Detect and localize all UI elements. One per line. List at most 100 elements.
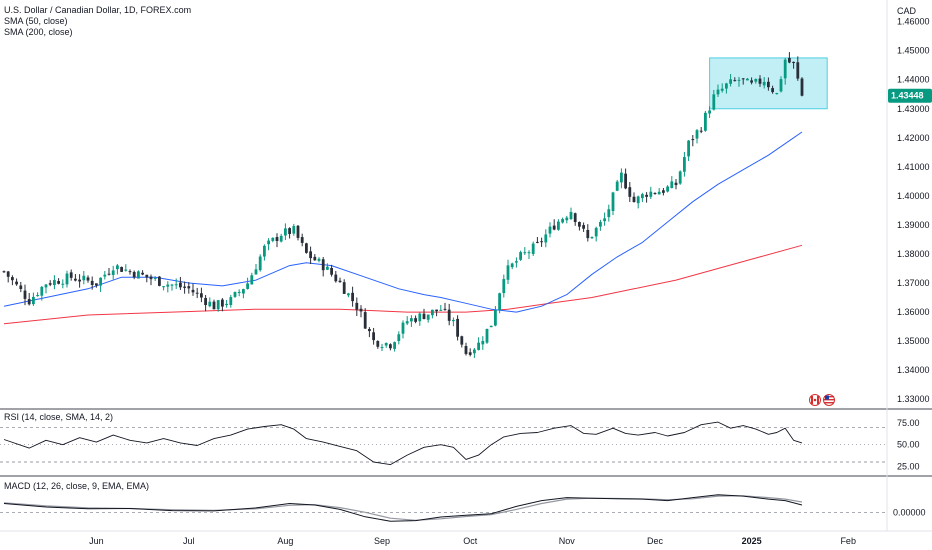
candle [78,274,81,288]
candle [95,283,98,288]
candle-body [128,271,132,273]
candle [191,283,195,296]
price-tick-label: 1.41000 [897,162,930,172]
candle-body [380,347,384,349]
candle-body [649,191,653,197]
candle-body [590,236,594,239]
candle [195,287,199,299]
candle [565,215,569,224]
candle-body [120,267,123,272]
candle-body [242,289,245,294]
candle-body [594,227,598,237]
candle-body [628,187,632,197]
candle-body [586,229,590,239]
candle-body [704,112,707,131]
candle-body [405,321,409,324]
candle [166,281,170,293]
time-tick-label: Sep [374,536,390,546]
currency-label: CAD [897,6,917,16]
us-flag-icon[interactable] [823,394,835,406]
price-axis[interactable]: 1.46000 1.45000 1.44000 1.43000 1.42000 1.410… [897,17,930,405]
candle-body [674,182,678,186]
candle [242,288,245,299]
candle-body [15,281,18,285]
price-tick-label: 1.40000 [897,191,930,201]
time-tick-label: Jun [89,536,104,546]
candle-body [233,292,237,297]
candle-body [258,256,262,271]
canada-flag-icon[interactable] [809,394,821,406]
candle-body [678,171,682,184]
candle [208,297,212,308]
candle-body [452,319,455,322]
time-axis[interactable]: Jun Jul Aug Sep Oct Nov Dec 2025 Feb [89,536,856,546]
candle [662,188,665,196]
candle [456,315,459,341]
candle [536,237,539,244]
candle [334,270,338,283]
candle-body [334,274,338,282]
candle-body [536,241,539,243]
candle-body [485,328,489,343]
candle-body [19,285,23,290]
candle [699,127,703,134]
candle [788,52,791,64]
candle-body [170,284,174,286]
candle-body [779,79,783,92]
price-tick-label: 1.35000 [897,336,930,346]
candle-body [800,78,804,96]
candle-body [775,93,779,95]
candle-body [741,78,745,80]
rsi-tick-label: 50.00 [897,440,920,450]
candle-body [410,318,413,322]
candle-body [124,269,128,271]
candle-body [288,228,291,234]
candle-body [435,309,438,312]
price-tick-label: 1.33000 [897,394,930,404]
candle [582,222,585,232]
price-tick-label: 1.44000 [897,75,930,85]
rsi-tick-label: 75.00 [897,418,920,428]
price-tick-label: 1.39000 [897,220,930,230]
candle [557,219,560,231]
candle [363,308,367,329]
candle-body [725,83,728,89]
candle-body [708,110,711,114]
candle-body [317,258,321,261]
candle [254,263,258,275]
candle-body [691,139,695,141]
candle-body [767,81,770,88]
candle-body [426,314,430,320]
candle-body [498,293,501,311]
candle [212,299,216,310]
candle [32,292,35,306]
candle-body [506,265,510,280]
candle-body [695,130,699,139]
candle [300,233,304,247]
candle [422,308,426,320]
candle [414,315,417,324]
rsi-tick-label: 25.00 [897,461,920,471]
candle [435,309,438,317]
candle-body [225,303,228,306]
candle [111,265,115,280]
candle [69,269,73,281]
candle [573,212,577,226]
candle [267,238,270,251]
candle-layer [2,52,804,358]
candle-body [271,237,275,241]
candle-body [418,313,422,322]
candle-body [11,277,14,281]
candle [128,269,132,275]
candle [183,281,186,294]
candle-body [746,78,749,81]
candle [216,299,220,312]
candle-body [653,193,657,195]
candle [19,281,23,293]
candle [288,227,291,239]
candle-body [439,309,443,311]
candle-body [44,284,48,288]
candle-body [670,181,674,188]
candle-body [657,191,661,195]
sma50-line [3,131,803,313]
